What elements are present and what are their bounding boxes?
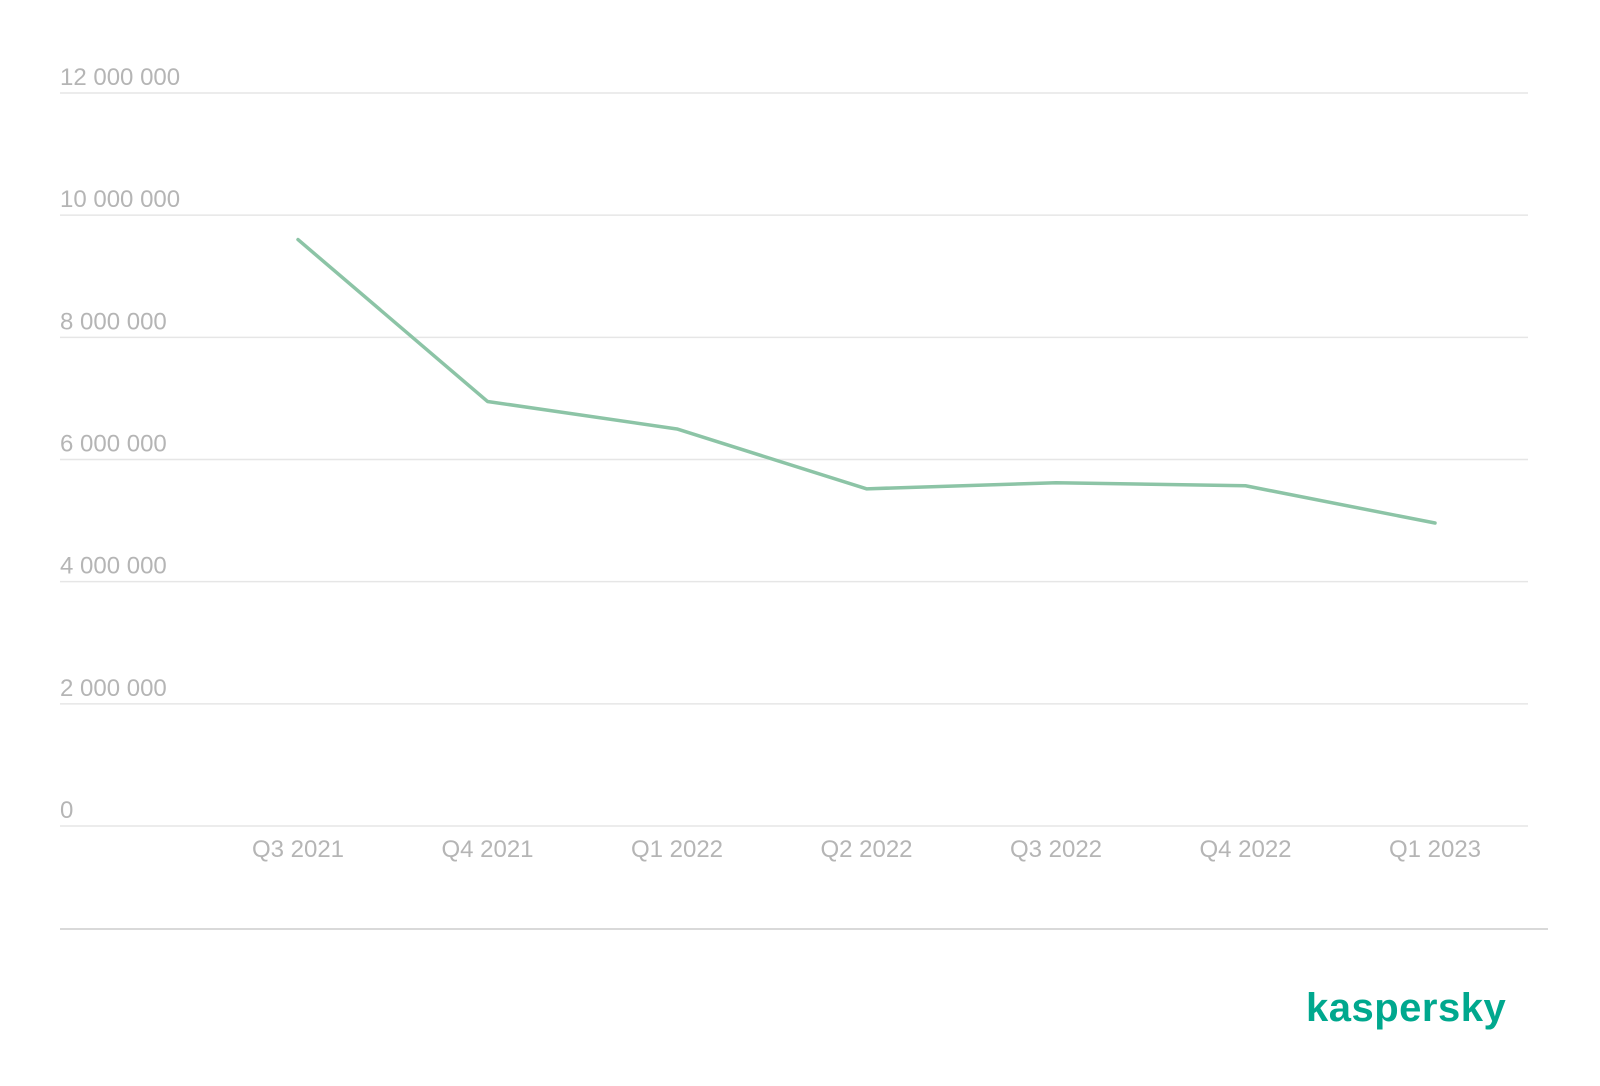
y-tick-label: 12 000 000 [60, 64, 180, 91]
x-tick-label: Q3 2022 [1010, 836, 1102, 863]
y-axis-ticks: 0 2 000 000 4 000 000 6 000 000 8 000 000 10 … [60, 64, 180, 824]
x-tick-label: Q1 2022 [631, 836, 723, 863]
y-tick-label: 2 000 000 [60, 675, 167, 702]
x-tick-label: Q2 2022 [820, 836, 912, 863]
kaspersky-logo: kaspersky [1306, 986, 1507, 1030]
y-tick-label: 8 000 000 [60, 308, 167, 335]
y-tick-label: 0 [60, 797, 73, 824]
x-tick-label: Q4 2022 [1199, 836, 1291, 863]
series-layer [296, 237, 1437, 525]
y-tick-label: 4 000 000 [60, 553, 167, 580]
gridlines [60, 92, 1528, 827]
x-axis-ticks: Q3 2021 Q4 2021 Q1 2022 Q2 2022 Q3 2022 Q4 20… [252, 836, 1481, 863]
x-tick-label: Q4 2021 [441, 836, 533, 863]
y-tick-label: 6 000 000 [60, 431, 167, 458]
y-tick-label: 10 000 000 [60, 186, 180, 213]
x-tick-label: Q3 2021 [252, 836, 344, 863]
series-line [296, 237, 1437, 525]
x-tick-label: Q1 2023 [1389, 836, 1481, 863]
